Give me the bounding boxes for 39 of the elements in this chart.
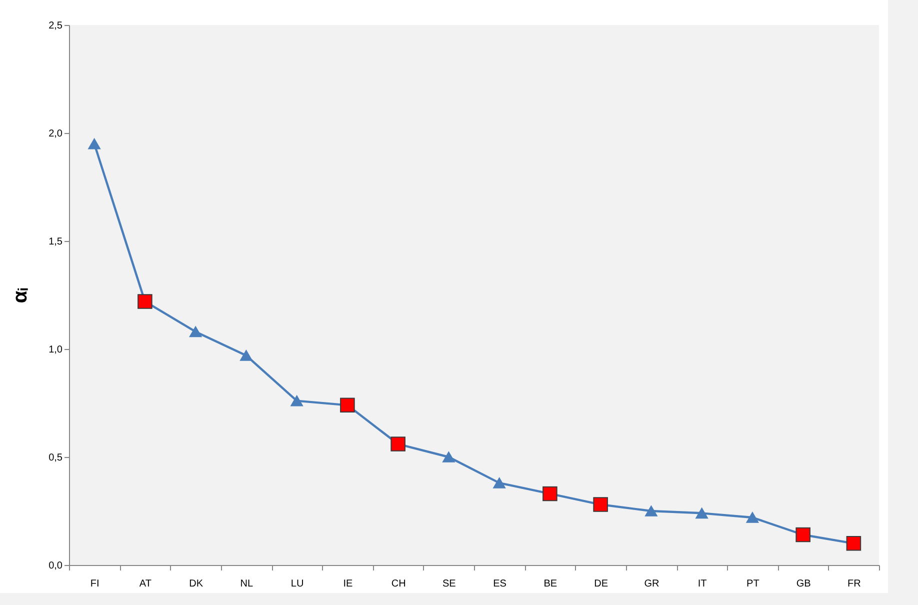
y-tick-label: 2,5 bbox=[48, 20, 63, 32]
x-tick-label: IE bbox=[343, 578, 353, 590]
y-tick-label: 0,5 bbox=[48, 452, 63, 464]
y-tick-label: 2,0 bbox=[48, 128, 63, 140]
x-tick-label: GR bbox=[644, 578, 660, 590]
x-tick-label: GB bbox=[796, 578, 812, 590]
x-tick-label: AT bbox=[139, 578, 152, 590]
x-tick-label: IT bbox=[698, 578, 707, 590]
point bbox=[290, 395, 304, 406]
point bbox=[542, 486, 558, 502]
point bbox=[138, 294, 152, 309]
point bbox=[189, 326, 202, 338]
point bbox=[442, 452, 455, 462]
point bbox=[88, 138, 101, 150]
point bbox=[846, 536, 862, 551]
x-tick-label: PT bbox=[746, 578, 760, 590]
x-tick-label: FR bbox=[848, 578, 861, 590]
x-tick-label: BE bbox=[544, 578, 558, 590]
point bbox=[696, 508, 708, 519]
x-tick-label: SE bbox=[442, 578, 456, 590]
y-tick-label: 0,0 bbox=[48, 560, 63, 572]
point bbox=[493, 477, 506, 488]
x-tick-label: CH bbox=[391, 578, 406, 590]
x-tick-label: LU bbox=[290, 578, 304, 590]
x-tick-label: DE bbox=[594, 578, 608, 590]
point bbox=[746, 512, 759, 523]
point bbox=[240, 350, 252, 361]
x-tick-label: NL bbox=[240, 578, 254, 590]
x-tick-label: DK bbox=[189, 578, 204, 590]
x-tick-label: ES bbox=[493, 578, 507, 590]
x-tick-label: FI bbox=[90, 578, 100, 590]
point bbox=[644, 506, 658, 516]
y-tick-label: 1,5 bbox=[48, 236, 63, 248]
point bbox=[390, 436, 406, 452]
point bbox=[593, 497, 608, 512]
y-tick-label: 1,0 bbox=[48, 344, 63, 356]
y-axis-title: αᵢ bbox=[10, 288, 32, 304]
point bbox=[340, 398, 355, 413]
point bbox=[796, 527, 810, 542]
